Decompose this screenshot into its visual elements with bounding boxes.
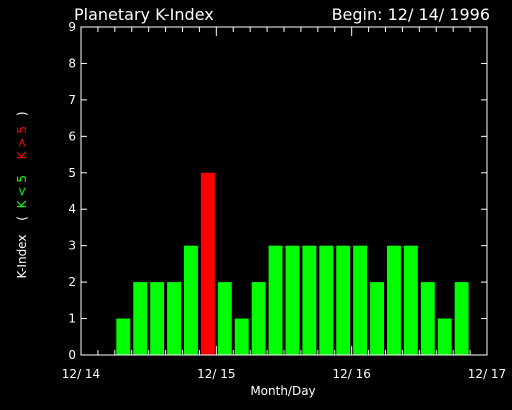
y-tick-label-9: 9 xyxy=(68,20,76,34)
legend-green-label: K < 5 xyxy=(15,175,29,208)
y-tick-label-0: 0 xyxy=(68,348,76,362)
bar-8 xyxy=(217,282,232,355)
x-tick-label-1: 12/ 15 xyxy=(197,367,235,381)
legend-open-paren: ( xyxy=(15,216,29,221)
bar-18 xyxy=(387,245,401,355)
begin-date-label: Begin: 12/ 14/ 1996 xyxy=(332,5,490,24)
bar-15 xyxy=(336,245,351,355)
bar-12 xyxy=(285,245,300,355)
bar-7 xyxy=(200,172,215,355)
bar-19 xyxy=(403,245,418,355)
x-tick-label-0: 12/ 14 xyxy=(62,367,100,381)
legend-close-paren: ) xyxy=(15,111,29,116)
y-axis-label-text: K-Index ( K < 5 K > 5 ) xyxy=(15,111,29,278)
bar-21 xyxy=(437,318,452,355)
bar-10 xyxy=(251,282,266,355)
y-tick-label-4: 4 xyxy=(68,202,76,216)
bar-2 xyxy=(116,318,131,355)
bar-11 xyxy=(268,245,283,355)
y-tick-label-2: 2 xyxy=(68,275,76,289)
y-tick-label-1: 1 xyxy=(68,312,76,326)
bar-3 xyxy=(133,282,148,355)
y-tick-label-7: 7 xyxy=(68,93,76,107)
bar-22 xyxy=(454,282,469,355)
bar-4 xyxy=(150,282,165,355)
bar-20 xyxy=(420,282,435,355)
bar-5 xyxy=(167,282,181,355)
x-axis-label: Month/Day xyxy=(250,384,315,398)
x-tick-label-3: 12/ 17 xyxy=(468,367,506,381)
bar-13 xyxy=(302,245,317,355)
y-tick-label-8: 8 xyxy=(68,56,76,70)
bar-9 xyxy=(234,318,249,355)
bar-17 xyxy=(370,282,384,355)
x-tick-label-2: 12/ 16 xyxy=(332,367,370,381)
y-tick-label-6: 6 xyxy=(68,129,76,143)
y-tick-label-3: 3 xyxy=(68,239,76,253)
y-axis-label: K-Index ( K < 5 K > 5 ) xyxy=(15,111,29,278)
bar-6 xyxy=(184,245,198,355)
bar-16 xyxy=(353,245,368,355)
chart-title: Planetary K-Index xyxy=(74,5,214,24)
y-tick-label-5: 5 xyxy=(68,166,76,180)
plot-area: 0 1 2 3 4 5 6 7 8 9 12/ 14 12/ 15 12/ 16 12/ 17 xyxy=(62,20,506,381)
legend-red-label: K > 5 xyxy=(15,126,29,159)
y-axis-label-prefix: K-Index xyxy=(15,235,29,279)
bar-14 xyxy=(319,245,334,355)
